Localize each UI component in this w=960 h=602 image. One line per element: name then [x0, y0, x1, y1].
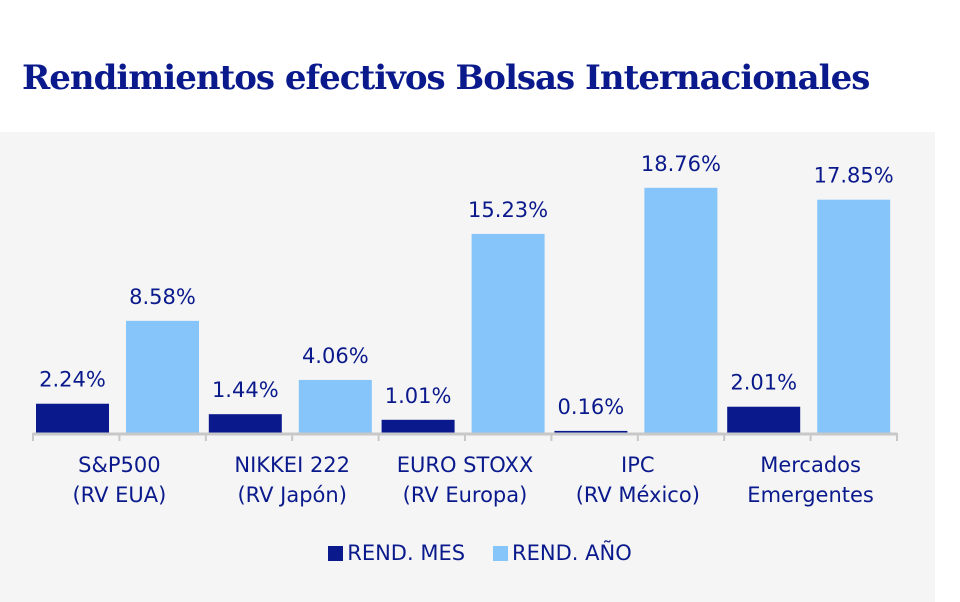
data-label: 17.85%	[814, 164, 894, 188]
legend-item-mes: REND. MES	[328, 541, 465, 565]
bar	[381, 419, 455, 433]
x-tick-label: Emergentes	[747, 483, 874, 507]
right-margin	[935, 132, 960, 602]
x-tick-label: IPC	[621, 453, 655, 477]
x-tick-label: S&P500	[78, 453, 160, 477]
x-tick-label: Mercados	[760, 453, 861, 477]
bar	[471, 233, 545, 433]
x-tick-label: (RV México)	[576, 483, 700, 507]
chart-title: Rendimientos efectivos Bolsas Internacio…	[22, 58, 870, 98]
data-label: 18.76%	[641, 152, 721, 176]
bar	[817, 199, 891, 433]
data-label: 0.16%	[558, 395, 625, 419]
bar	[298, 379, 372, 433]
legend-swatch-ano	[493, 545, 509, 561]
x-tick-label: (RV Japón)	[237, 483, 346, 507]
legend-label-ano: REND. AÑO	[512, 541, 632, 565]
data-label: 2.01%	[730, 371, 797, 395]
legend-item-ano: REND. AÑO	[493, 541, 632, 565]
header-background	[0, 0, 960, 132]
data-label: 15.23%	[468, 198, 548, 222]
x-tick-label: (RV EUA)	[72, 483, 166, 507]
x-tick-label: NIKKEI 222	[234, 453, 350, 477]
data-label: 1.01%	[385, 384, 452, 408]
x-tick-label: (RV Europa)	[403, 483, 528, 507]
legend-swatch-mes	[328, 545, 344, 561]
bar	[644, 187, 718, 433]
bar	[208, 414, 282, 433]
data-label: 2.24%	[39, 368, 106, 392]
legend: REND. MES REND. AÑO	[0, 541, 960, 565]
data-label: 1.44%	[212, 378, 279, 402]
legend-label-mes: REND. MES	[347, 541, 466, 565]
bar	[554, 430, 628, 433]
x-tick-label: EURO STOXX	[397, 453, 534, 477]
data-label: 8.58%	[129, 285, 196, 309]
bar	[727, 406, 801, 433]
bar	[36, 403, 109, 433]
bar	[126, 320, 199, 433]
data-label: 4.06%	[302, 344, 369, 368]
